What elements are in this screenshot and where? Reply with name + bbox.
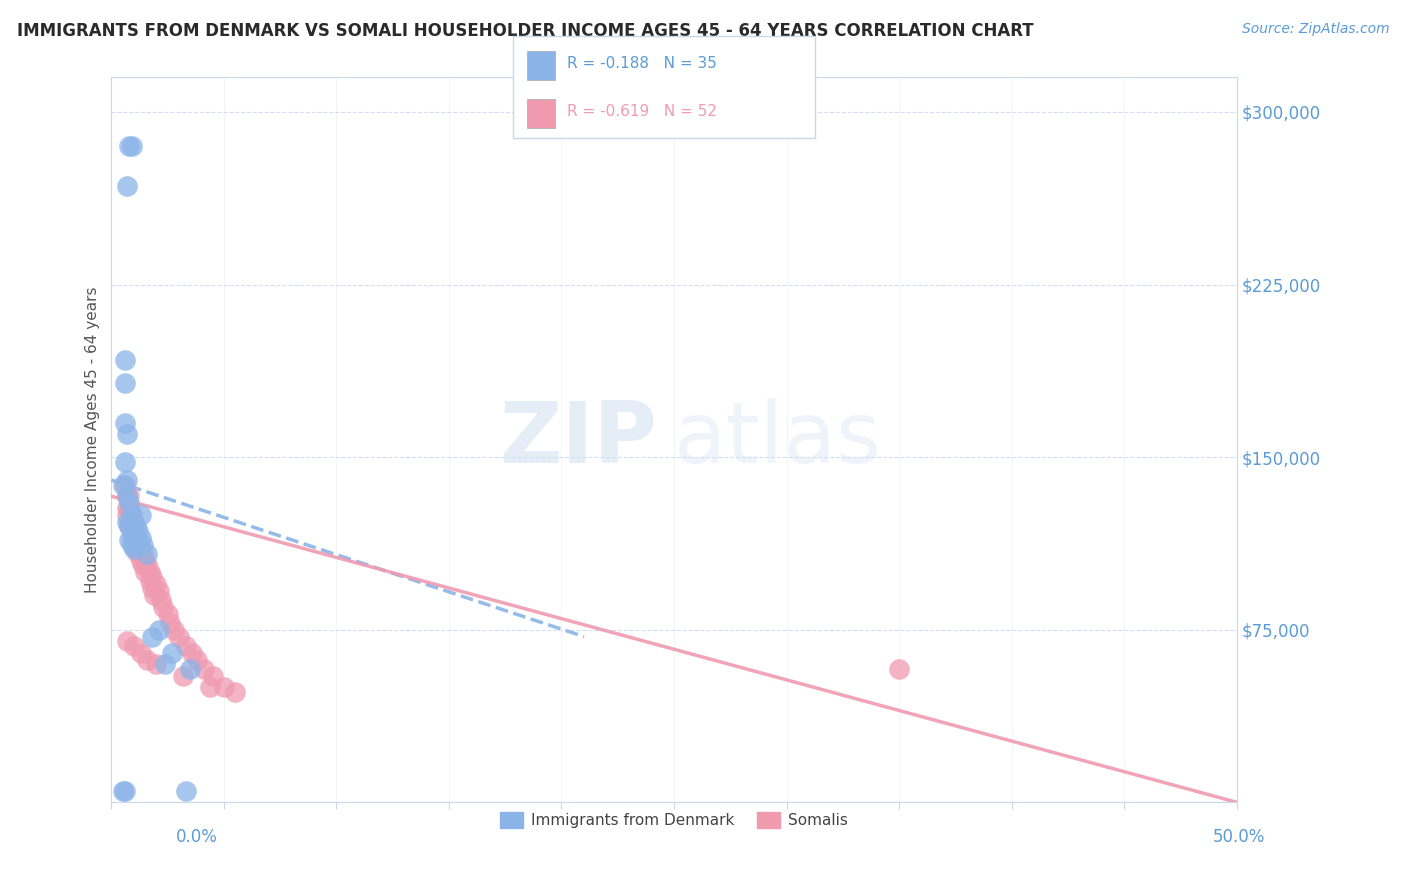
Point [134,565,156,579]
Y-axis label: Householder Income Ages 45 - 64 years: Householder Income Ages 45 - 64 years [86,286,100,593]
Text: 50.0%: 50.0% [1213,828,1265,846]
Point [125,542,148,557]
Point [193,662,215,676]
Point [132,558,155,573]
Point [114,455,136,469]
Point [138,574,160,589]
Point [115,515,138,529]
Point [118,496,141,510]
Point [111,477,134,491]
Point [114,783,136,797]
Point [156,607,179,621]
Point [115,427,138,442]
Point [887,662,910,676]
Point [132,547,155,561]
Point [224,685,246,699]
Point [143,588,166,602]
Point [152,599,174,614]
Point [118,519,141,533]
Point [129,542,152,557]
Point [122,528,145,542]
Point [129,646,152,660]
Point [125,519,148,533]
Point [149,592,172,607]
Point [163,623,186,637]
Point [125,531,148,545]
Point [174,783,197,797]
Point [122,515,145,529]
Point [174,639,197,653]
Point [121,508,143,522]
Text: IMMIGRANTS FROM DENMARK VS SOMALI HOUSEHOLDER INCOME AGES 45 - 64 YEARS CORRELAT: IMMIGRANTS FROM DENMARK VS SOMALI HOUSEH… [17,22,1033,40]
Point [155,657,177,672]
Point [181,646,204,660]
Point [179,662,201,676]
Point [160,646,183,660]
Point [136,547,159,561]
Point [200,680,222,694]
Point [127,547,149,561]
Point [115,178,138,193]
Point [114,376,136,391]
Point [118,519,141,533]
Point [118,489,141,503]
Point [172,669,194,683]
Point [167,630,190,644]
Point [111,783,134,797]
Point [122,524,145,538]
Point [127,537,149,551]
Point [115,473,138,487]
Legend: Immigrants from Denmark, Somalis: Immigrants from Denmark, Somalis [495,806,853,835]
Point [186,652,208,666]
Point [145,576,167,591]
Point [118,139,141,153]
Point [122,542,145,557]
Point [121,508,143,522]
Point [212,680,235,694]
Point [114,416,136,430]
Point [132,537,155,551]
Point [121,524,143,538]
Point [122,639,145,653]
Point [115,489,138,503]
Point [141,581,163,595]
Point [125,531,148,545]
Point [141,570,163,584]
Point [118,500,141,515]
Point [122,537,145,551]
Point [138,565,160,579]
Point [121,537,143,551]
Point [115,508,138,522]
Text: 0.0%: 0.0% [176,828,218,846]
Point [201,669,224,683]
Point [141,630,163,644]
Text: R = -0.619   N = 52: R = -0.619 N = 52 [567,104,717,120]
Point [159,615,181,630]
Point [129,508,152,522]
Point [121,524,143,538]
Point [121,139,143,153]
Point [118,533,141,547]
Point [115,634,138,648]
Point [134,554,156,568]
Point [129,554,152,568]
Text: R = -0.188   N = 35: R = -0.188 N = 35 [567,56,717,70]
Point [121,531,143,545]
Text: Source: ZipAtlas.com: Source: ZipAtlas.com [1241,22,1389,37]
Point [145,657,167,672]
Text: ZIP: ZIP [499,399,657,482]
Point [115,489,138,503]
Point [136,652,159,666]
Point [114,477,136,491]
Point [114,353,136,368]
Point [148,583,170,598]
Point [129,531,152,545]
Text: atlas: atlas [673,399,882,482]
Point [148,623,170,637]
Point [115,500,138,515]
Point [136,558,159,573]
Point [127,524,149,538]
